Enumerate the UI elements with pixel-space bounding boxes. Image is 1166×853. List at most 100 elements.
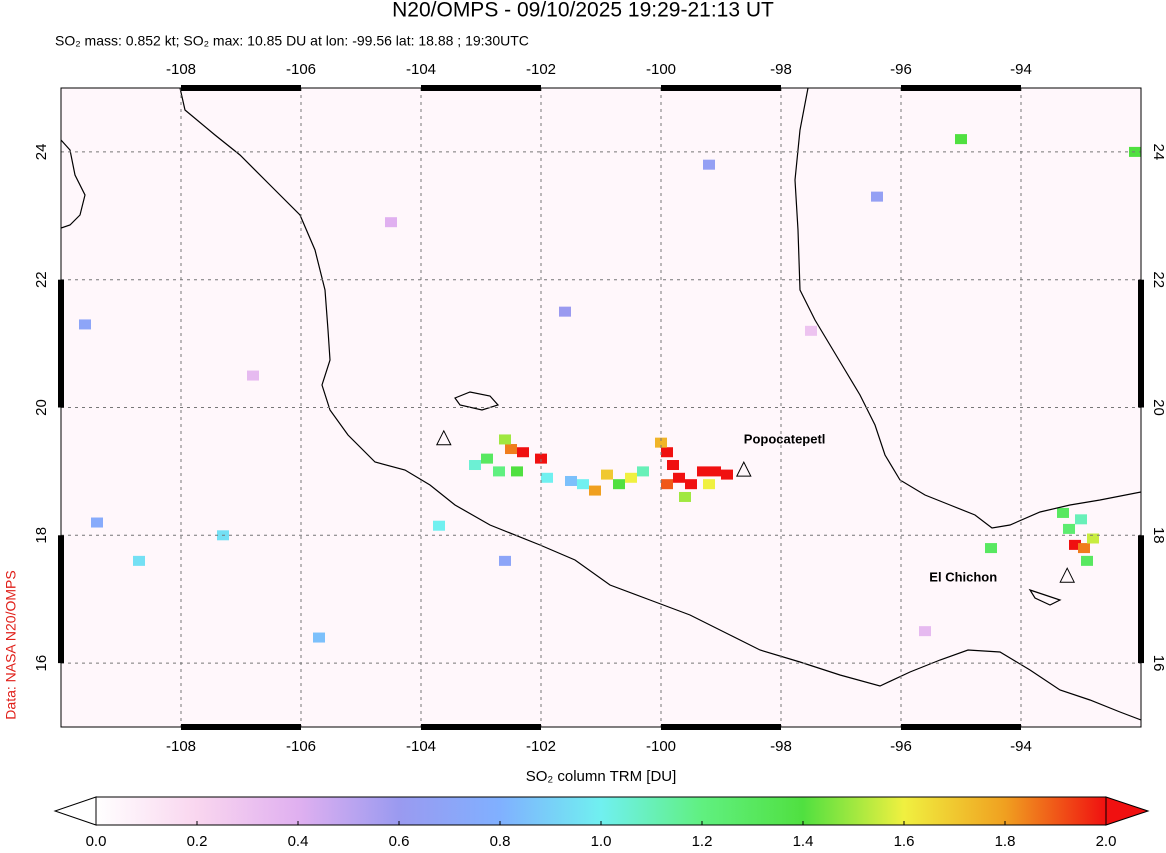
- y-tick-label: 16: [33, 655, 50, 672]
- so2-pixel: [1063, 523, 1075, 534]
- so2-pixel: [577, 479, 589, 490]
- colorbar-tick-label: 0.2: [187, 833, 208, 850]
- frame-bar: [181, 724, 301, 730]
- x-tick-label: -94: [1010, 61, 1032, 78]
- volcano-label: Popocatepetl: [744, 432, 826, 447]
- so2-pixel: [667, 460, 679, 471]
- so2-pixel: [661, 479, 673, 490]
- colorbar-tick-label: 0.4: [288, 833, 309, 850]
- so2-pixel: [499, 434, 511, 445]
- so2-pixel: [133, 555, 145, 566]
- x-tick-label: -106: [286, 738, 316, 755]
- volcano-layer: Popocatepetl El Chichon: [435, 429, 1076, 585]
- so2-pixel: [955, 134, 967, 145]
- volcano-marker: [1059, 567, 1076, 583]
- colorbar-tick-label: 0.0: [86, 833, 107, 850]
- colorbar-tick-label: 1.8: [995, 833, 1016, 850]
- so2-pixel: [703, 159, 715, 170]
- island: [1028, 588, 1062, 606]
- grid-layer: [61, 88, 1141, 727]
- so2-pixel: [703, 479, 715, 490]
- x-tick-label: -100: [646, 738, 676, 755]
- volcano-marker: [735, 461, 752, 477]
- so2-pixel: [685, 479, 697, 490]
- so2-pixel: [481, 453, 493, 464]
- colorbar-tick-label: 1.2: [692, 833, 713, 850]
- x-tick-label: -96: [890, 738, 912, 755]
- so2-pixel: [505, 444, 517, 455]
- y-tick-label: 18: [1150, 527, 1166, 544]
- y-tick-label: 16: [1150, 655, 1166, 672]
- y-tick-label: 20: [33, 399, 50, 416]
- frame-bar: [181, 85, 301, 91]
- so2-pixel: [559, 306, 571, 317]
- so2-pixel: [709, 466, 721, 477]
- so2-pixel: [1075, 514, 1087, 525]
- pacific-coast: [179, 88, 1141, 721]
- frame-bar: [901, 724, 1021, 730]
- so2-pixel: [1078, 543, 1090, 554]
- frame-bar: [1138, 535, 1144, 664]
- colorbar: 0.0 0.2 0.4 0.6 0.8 1.0 1.2 1.4 1.6 1.8 2.0: [53, 796, 1150, 850]
- so2-pixel: [613, 479, 625, 490]
- frame-bar: [661, 724, 781, 730]
- y-tick-label: 24: [1150, 144, 1166, 161]
- x-tick-label: -108: [166, 61, 196, 78]
- frame-bar: [1138, 279, 1144, 408]
- frame-bars: [58, 85, 1144, 730]
- colorbar-tick-label: 0.8: [490, 833, 511, 850]
- so2-pixel: [511, 466, 523, 477]
- so2-pixel: [589, 485, 601, 496]
- so2-pixel: [625, 472, 637, 483]
- baja-coast: [61, 139, 86, 229]
- data-credit: Data: NASA N20/OMPS: [3, 570, 19, 719]
- so2-pixel: [805, 325, 817, 336]
- frame-bar: [421, 724, 541, 730]
- x-tick-label: -104: [406, 61, 436, 78]
- so2-pixel: [79, 319, 91, 330]
- x-tick-label: -108: [166, 738, 196, 755]
- frame-bar: [58, 535, 64, 664]
- x-tick-label: -106: [286, 61, 316, 78]
- so2-pixel: [697, 466, 709, 477]
- so2-pixel: [721, 469, 733, 480]
- island: [454, 391, 500, 411]
- so2-pixel: [91, 517, 103, 528]
- so2-pixel: [433, 520, 445, 531]
- x-tick-label: -100: [646, 61, 676, 78]
- colorbar-tick-label: 0.6: [389, 833, 410, 850]
- colorbar-tick-label: 1.6: [894, 833, 915, 850]
- so2-pixel: [679, 491, 691, 502]
- so2-pixel: [1081, 555, 1093, 566]
- x-tick-label: -104: [406, 738, 436, 755]
- coastlines: [61, 88, 1141, 721]
- x-tick-label: -96: [890, 61, 912, 78]
- colorbar-tick-label: 2.0: [1096, 833, 1117, 850]
- so2-pixel: [985, 543, 997, 554]
- so2-pixel: [919, 626, 931, 637]
- x-tick-label: -98: [770, 738, 792, 755]
- colorbar-tick-label: 1.0: [591, 833, 612, 850]
- frame-bar: [661, 85, 781, 91]
- so2-pixel: [1057, 507, 1069, 518]
- so2-pixel: [469, 460, 481, 471]
- so2-pixel: [661, 447, 673, 458]
- so2-pixel: [247, 370, 259, 381]
- so2-pixel: [535, 453, 547, 464]
- so2-pixel: [637, 466, 649, 477]
- volcano-label: El Chichon: [929, 570, 997, 585]
- colorbar-gradient: [95, 796, 1107, 826]
- colorbar-under-arrow: [53, 796, 97, 826]
- gulf-coast: [794, 88, 1141, 529]
- so2-pixel: [499, 555, 511, 566]
- so2-pixel: [673, 472, 685, 483]
- x-tick-label: -94: [1010, 738, 1032, 755]
- so2-pixel: [1087, 533, 1099, 544]
- so2-pixel: [385, 217, 397, 228]
- y-tick-label: 20: [1150, 399, 1166, 416]
- y-tick-label: 22: [33, 271, 50, 288]
- volcano-marker: [435, 429, 452, 446]
- so2-pixel: [871, 191, 883, 202]
- x-tick-label: -102: [526, 738, 556, 755]
- frame-bar: [58, 279, 64, 408]
